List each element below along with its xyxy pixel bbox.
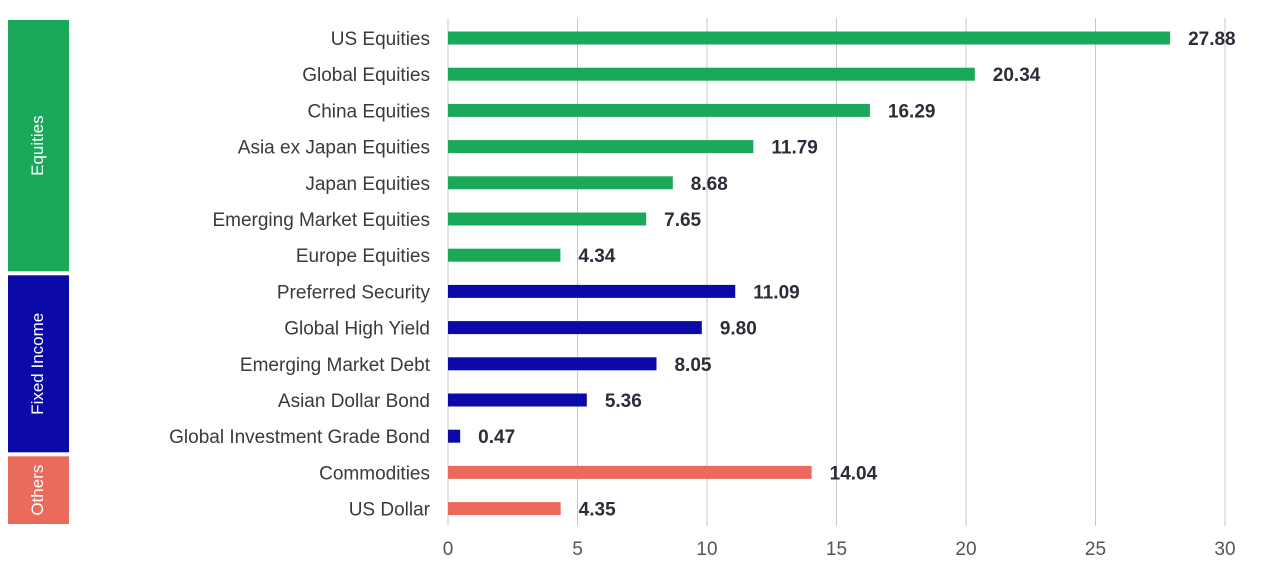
bars [448, 31, 1171, 516]
value-label: 5.36 [605, 391, 642, 412]
value-label: 9.80 [720, 319, 757, 340]
bar [448, 140, 754, 154]
value-label: 14.04 [830, 463, 878, 484]
bar [448, 248, 561, 262]
grid-lines [447, 18, 1226, 526]
value-label: 8.05 [674, 355, 711, 376]
category-label: Asian Dollar Bond [278, 391, 430, 412]
group-block [8, 20, 69, 272]
category-label: US Dollar [349, 500, 431, 521]
value-label: 11.79 [771, 138, 818, 159]
bar [448, 176, 673, 190]
group-block [8, 456, 69, 524]
category-label: Global High Yield [284, 319, 430, 340]
bar [448, 321, 702, 335]
bar [448, 284, 736, 298]
category-label: Europe Equities [296, 246, 430, 267]
category-label: Global Investment Grade Bond [169, 427, 430, 448]
x-axis-ticks: 0 5 10 15 20 25 30 [443, 539, 1236, 560]
bar [448, 502, 561, 516]
category-label: Global Equities [302, 65, 430, 86]
bar [448, 103, 870, 117]
x-tick-label: 10 [696, 539, 717, 560]
category-label: Emerging Market Debt [240, 355, 431, 376]
value-label: 8.68 [691, 174, 728, 195]
value-label: 4.35 [579, 500, 616, 521]
category-label: Preferred Security [277, 282, 431, 303]
value-label: 16.29 [888, 101, 936, 122]
category-label: Asia ex Japan Equities [238, 138, 430, 159]
group-block [8, 275, 69, 453]
x-tick-label: 25 [1085, 539, 1106, 560]
group-label: Fixed Income [28, 313, 47, 415]
value-label: 4.34 [578, 246, 615, 267]
bar [448, 31, 1171, 45]
bar [448, 357, 657, 371]
x-tick-label: 15 [826, 539, 847, 560]
value-label: 11.09 [753, 282, 800, 303]
group-label: Equities [28, 115, 47, 175]
bar [448, 67, 975, 81]
bar [448, 465, 812, 479]
x-tick-label: 0 [443, 539, 454, 560]
value-label: 20.34 [993, 65, 1041, 86]
category-label: China Equities [307, 101, 430, 122]
labels: US Equities 27.88 Global Equities 20.34 Chin… [169, 29, 1236, 521]
value-label: 27.88 [1188, 29, 1236, 50]
x-tick-label: 20 [955, 539, 976, 560]
bar [448, 393, 587, 407]
group-label: Others [28, 465, 47, 516]
category-label: Emerging Market Equities [212, 210, 430, 231]
category-label: US Equities [331, 29, 430, 50]
bar [448, 429, 461, 443]
category-label: Japan Equities [305, 174, 430, 195]
x-tick-label: 5 [572, 539, 583, 560]
value-label: 7.65 [664, 210, 701, 231]
value-label: 0.47 [478, 427, 515, 448]
category-groups: Equities Fixed Income Others [8, 20, 69, 524]
x-tick-label: 30 [1214, 539, 1235, 560]
bar [448, 212, 647, 226]
category-label: Commodities [319, 463, 430, 484]
